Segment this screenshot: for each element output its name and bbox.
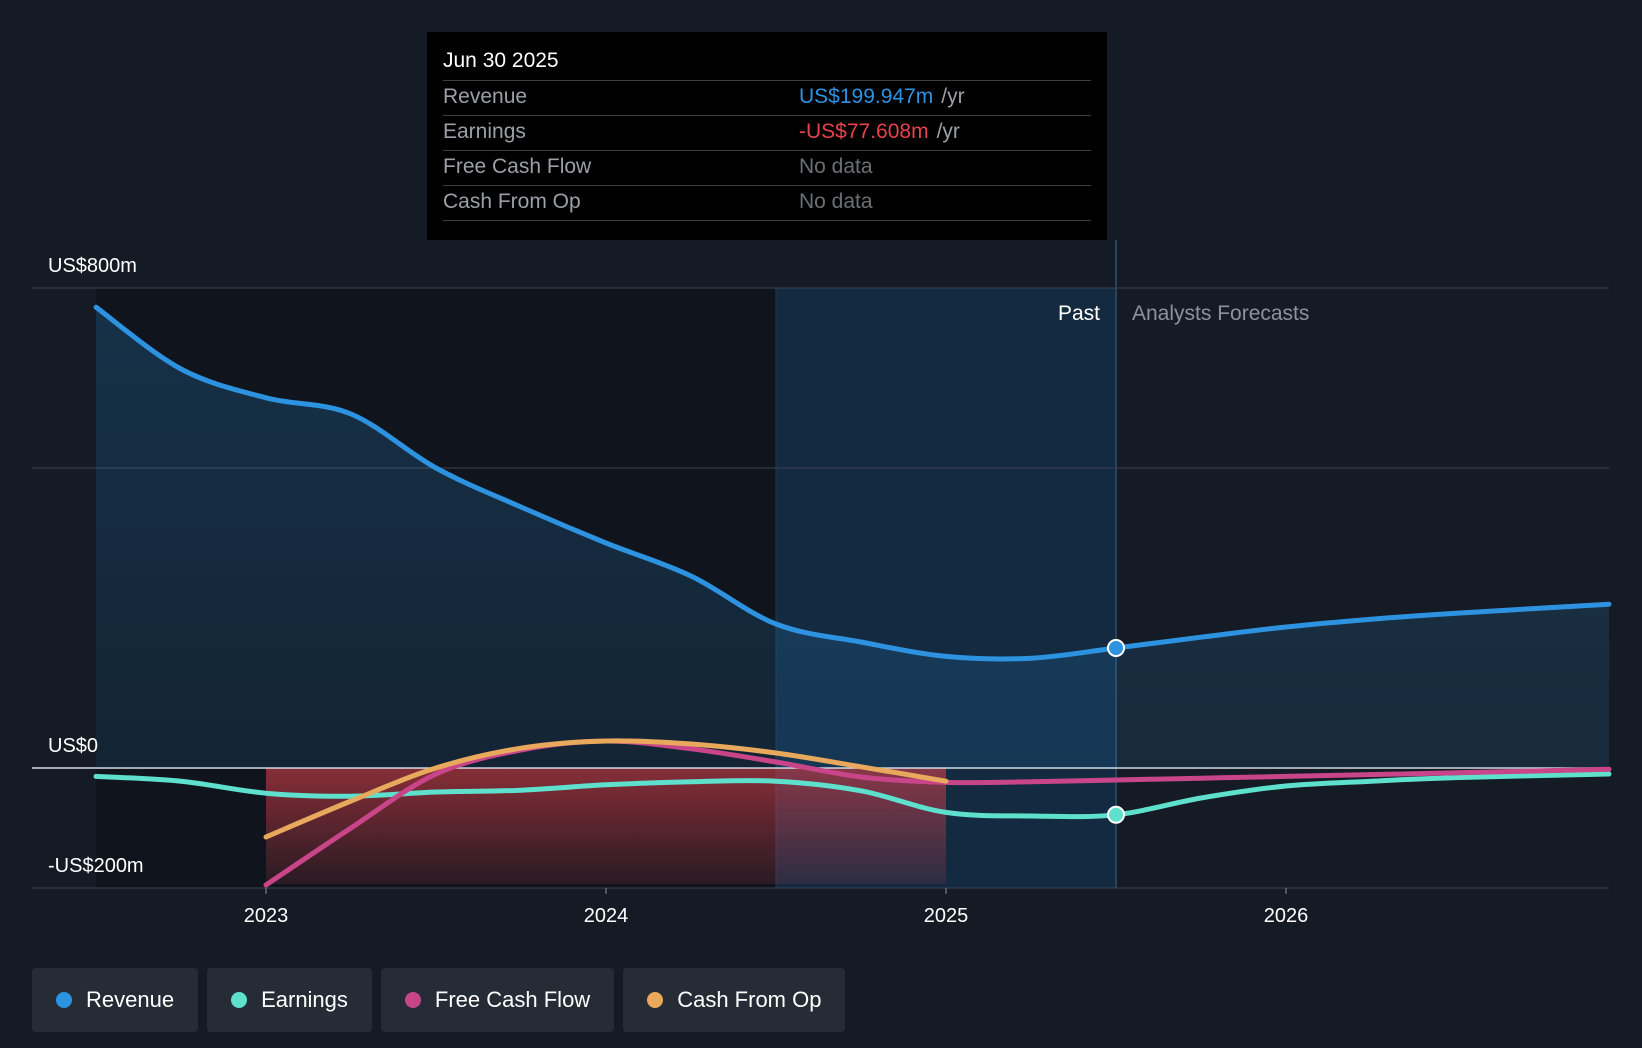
tooltip-value: US$199.947m <box>799 85 934 108</box>
tooltip-value: No data <box>799 190 873 213</box>
x-tick-label: 2024 <box>584 905 629 927</box>
cash-from-op-line <box>263 738 949 840</box>
legend-label: Revenue <box>86 987 175 1012</box>
tooltip-unit: /yr <box>941 85 965 108</box>
tooltip-label: Free Cash Flow <box>443 155 592 178</box>
tooltip-date: Jun 30 2025 <box>443 49 559 72</box>
earnings-dot-icon <box>231 992 248 1008</box>
x-tick-label: 2025 <box>924 905 969 927</box>
past-label: Past <box>1058 302 1100 325</box>
x-tick-label: 2026 <box>1264 905 1309 927</box>
forecast-label: Analysts Forecasts <box>1132 302 1309 325</box>
y-tick-label: US$0 <box>48 735 98 757</box>
tooltip-label: Cash From Op <box>443 190 581 213</box>
earnings-marker <box>1107 805 1125 824</box>
free-cash-flow-line <box>263 738 1612 888</box>
tooltip-label: Earnings <box>443 120 526 143</box>
y-tick-label: US$800m <box>48 255 137 277</box>
tooltip-row-free-cash-flow: Free Cash Flow No data <box>443 150 1091 185</box>
y-tick-label: -US$200m <box>48 855 144 877</box>
tooltip-row-cash-from-op: Cash From Op No data <box>443 185 1091 221</box>
x-tick-label: 2023 <box>244 905 289 927</box>
tooltip-unit: /yr <box>936 120 960 143</box>
tooltip-value: -US$77.608m <box>799 120 929 143</box>
legend-label: Earnings <box>261 987 348 1012</box>
free-cash-flow-dot-icon <box>404 992 421 1008</box>
earnings-line <box>93 771 1612 820</box>
legend-item-earnings[interactable]: Earnings <box>207 968 372 1032</box>
revenue-marker <box>1107 639 1125 657</box>
tooltip-label: Revenue <box>443 85 528 108</box>
legend-item-free-cash-flow[interactable]: Free Cash Flow <box>380 968 615 1032</box>
legend-label: Free Cash Flow <box>434 987 591 1012</box>
legend: Revenue Earnings Free Cash Flow Cash Fro… <box>32 968 846 1032</box>
legend-item-revenue[interactable]: Revenue <box>32 968 199 1032</box>
tooltip-value: No data <box>799 155 873 178</box>
legend-item-cash-from-op[interactable]: Cash From Op <box>623 968 846 1032</box>
revenue-area <box>96 307 1609 768</box>
revenue-dot-icon <box>56 992 72 1008</box>
tooltip-row-revenue: Revenue US$199.947m /yr <box>443 80 1091 115</box>
revenue-line <box>93 304 1612 662</box>
tooltip-row-earnings: Earnings -US$77.608m /yr <box>443 115 1091 150</box>
tooltip: Jun 30 2025 Revenue US$199.947m /yr Earn… <box>427 32 1107 240</box>
legend-label: Cash From Op <box>677 987 822 1012</box>
cash-from-op-dot-icon <box>647 992 664 1008</box>
